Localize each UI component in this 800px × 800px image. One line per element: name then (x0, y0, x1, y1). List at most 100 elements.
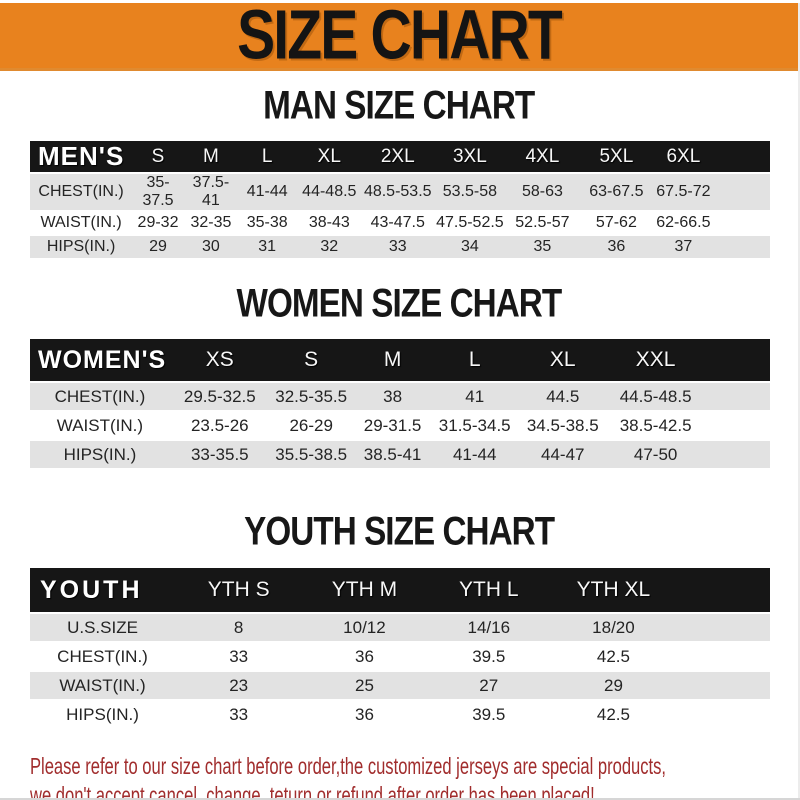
order-note-line-1: Please refer to our size chart before or… (30, 753, 667, 779)
size-value-cell: 42.5 (550, 643, 676, 670)
size-value-cell: 36 (578, 236, 655, 258)
header-filler-cell (675, 568, 770, 612)
size-value-cell: 38.5-41 (352, 441, 433, 468)
size-column-header: XXL (608, 339, 703, 381)
table-group-label: MEN'S (30, 141, 133, 172)
table-row: CHEST(IN.) 33 36 39.5 42.5 (30, 643, 770, 670)
table-row: HIPS(IN.) 29 30 31 32 33 34 35 36 37 (30, 236, 770, 258)
men-size-table: MEN'S S M L XL 2XL 3XL 4XL 5XL 6XL CHEST(IN.) 35-3… (30, 139, 770, 260)
size-value-cell: 14/16 (426, 614, 551, 641)
size-value-cell: 52.5-57 (506, 212, 579, 234)
size-value-cell: 29-32 (132, 212, 184, 234)
size-value-cell: 44.5-48.5 (608, 383, 703, 410)
size-value-cell: 31 (237, 236, 297, 258)
order-note: Please refer to our size chart before or… (30, 752, 798, 800)
size-value-cell: 29 (132, 236, 184, 258)
women-section-title: WOMEN SIZE CHART (0, 281, 798, 326)
size-value-cell: 32 (296, 236, 363, 258)
size-value-cell: 36 (302, 643, 427, 670)
table-row: U.S.SIZE 8 10/12 14/16 18/20 (30, 614, 770, 641)
size-value-cell: 62-66.5 (654, 212, 713, 234)
row-filler-cell (675, 672, 770, 699)
row-filler-cell (675, 643, 770, 670)
row-label: WAIST(IN.) (30, 672, 176, 699)
size-value-cell: 23 (175, 672, 303, 699)
header-filler-cell (702, 339, 770, 381)
youth-table-header-row: YOUTH YTH S YTH M YTH L YTH XL (30, 568, 770, 612)
man-section-title: MAN SIZE CHART (0, 83, 798, 128)
table-group-label: WOMEN'S (30, 339, 170, 381)
row-label: CHEST(IN.) (30, 174, 133, 210)
row-filler-cell (712, 236, 770, 258)
size-value-cell: 63-67.5 (578, 174, 655, 210)
size-value-cell: 31.5-34.5 (432, 412, 517, 439)
size-value-cell: 37.5-41 (183, 174, 238, 210)
size-column-header: XS (169, 339, 270, 381)
youth-section-title-text: YOUTH SIZE CHART (244, 509, 555, 554)
size-value-cell: 38 (352, 383, 433, 410)
size-value-cell: 44.5 (516, 383, 609, 410)
size-chart-banner: SIZE CHART (0, 0, 798, 74)
size-column-header: 6XL (654, 141, 713, 172)
size-value-cell: 33-35.5 (169, 441, 270, 468)
size-column-header: 5XL (578, 141, 655, 172)
size-column-header: L (432, 339, 517, 381)
youth-section-title: YOUTH SIZE CHART (0, 509, 798, 554)
size-column-header: L (237, 141, 297, 172)
size-column-header: S (132, 141, 184, 172)
size-column-header: 4XL (506, 141, 579, 172)
size-value-cell: 47.5-52.5 (433, 212, 507, 234)
size-value-cell: 41-44 (432, 441, 517, 468)
size-value-cell: 33 (175, 701, 303, 728)
size-value-cell: 57-62 (578, 212, 655, 234)
size-value-cell: 53.5-58 (433, 174, 507, 210)
row-label: WAIST(IN.) (30, 212, 133, 234)
men-table-header-row: MEN'S S M L XL 2XL 3XL 4XL 5XL 6XL (30, 141, 770, 172)
size-value-cell: 23.5-26 (169, 412, 270, 439)
row-label: HIPS(IN.) (30, 236, 133, 258)
size-column-header: YTH M (302, 568, 427, 612)
size-column-header: YTH S (175, 568, 303, 612)
size-column-header: YTH XL (550, 568, 676, 612)
size-value-cell: 29.5-32.5 (169, 383, 270, 410)
row-filler-cell (712, 174, 770, 210)
row-label: CHEST(IN.) (30, 383, 170, 410)
size-value-cell: 41-44 (237, 174, 297, 210)
row-label: U.S.SIZE (30, 614, 176, 641)
size-value-cell: 43-47.5 (362, 212, 434, 234)
size-value-cell: 10/12 (302, 614, 427, 641)
size-value-cell: 33 (175, 643, 303, 670)
women-size-table: WOMEN'S XS S M L XL XXL CHEST(IN.) 29.5-32.5 32.… (30, 337, 770, 470)
size-value-cell: 35-37.5 (132, 174, 184, 210)
women-section-title-text: WOMEN SIZE CHART (236, 281, 563, 326)
table-group-label: YOUTH (30, 568, 176, 612)
women-table-header-row: WOMEN'S XS S M L XL XXL (30, 339, 770, 381)
table-row: WAIST(IN.) 23 25 27 29 (30, 672, 770, 699)
row-filler-cell (712, 212, 770, 234)
order-note-line-2: we don't accept cancel, change, teturn o… (30, 782, 595, 800)
size-value-cell: 35.5-38.5 (269, 441, 353, 468)
row-label: HIPS(IN.) (30, 441, 170, 468)
row-filler-cell (675, 701, 770, 728)
size-value-cell: 47-50 (608, 441, 703, 468)
size-value-cell: 34 (433, 236, 507, 258)
size-value-cell: 42.5 (550, 701, 676, 728)
row-filler-cell (702, 441, 770, 468)
table-row: HIPS(IN.) 33-35.5 35.5-38.5 38.5-41 41-44 44-… (30, 441, 770, 468)
size-value-cell: 39.5 (426, 701, 551, 728)
size-column-header: 3XL (433, 141, 507, 172)
size-value-cell: 36 (302, 701, 427, 728)
size-value-cell: 25 (302, 672, 427, 699)
size-value-cell: 29 (550, 672, 676, 699)
table-row: WAIST(IN.) 23.5-26 26-29 29-31.5 31.5-34.5 34… (30, 412, 770, 439)
row-filler-cell (702, 412, 770, 439)
size-value-cell: 8 (175, 614, 303, 641)
man-section-title-text: MAN SIZE CHART (263, 83, 535, 128)
table-row: HIPS(IN.) 33 36 39.5 42.5 (30, 701, 770, 728)
size-value-cell: 18/20 (550, 614, 676, 641)
size-column-header: XL (516, 339, 609, 381)
row-filler-cell (675, 614, 770, 641)
size-value-cell: 30 (183, 236, 238, 258)
size-value-cell: 38.5-42.5 (608, 412, 703, 439)
size-value-cell: 44-47 (516, 441, 609, 468)
